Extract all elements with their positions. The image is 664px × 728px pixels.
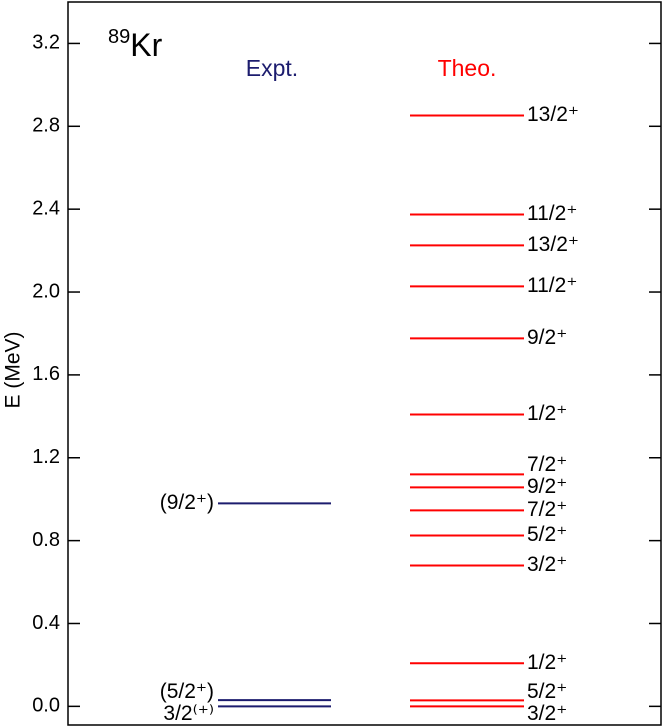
- y-tick-label: 1.2: [32, 446, 60, 468]
- y-tick-label: 2.8: [32, 115, 60, 137]
- legend-label: Theo.: [438, 55, 497, 81]
- y-tick-label: 2.0: [32, 280, 60, 302]
- mass-number: 89: [108, 26, 130, 48]
- level-label: 7/2⁺: [527, 498, 567, 521]
- level-label: 3/2⁺: [527, 702, 567, 725]
- level-label: (9/2⁺): [160, 491, 214, 514]
- level-label: 11/2⁺: [527, 274, 577, 297]
- level-label: 3/2⁽⁺⁾: [163, 702, 214, 725]
- level-label: 7/2⁺: [527, 453, 567, 476]
- y-tick-label: 0.4: [32, 612, 60, 634]
- y-tick-label: 0.0: [32, 695, 60, 717]
- y-tick-label: 0.8: [32, 529, 60, 551]
- level-label: 9/2⁺: [527, 475, 567, 498]
- level-label: 11/2⁺: [527, 202, 577, 225]
- level-label: 13/2⁺: [527, 103, 579, 126]
- level-label: 5/2⁺: [527, 680, 567, 703]
- legend-label: Expt.: [246, 55, 298, 81]
- level-label: 5/2⁺: [527, 523, 567, 546]
- y-tick-label: 3.2: [32, 32, 60, 54]
- level-label: 13/2⁺: [527, 233, 579, 256]
- plot-frame: [67, 1, 662, 726]
- level-label: (5/2⁺): [160, 680, 214, 703]
- y-tick-label: 1.6: [32, 363, 60, 385]
- level-label: 9/2⁺: [527, 326, 567, 349]
- level-label: 3/2⁺: [527, 553, 567, 576]
- level-label: 1/2⁺: [527, 402, 567, 425]
- chart-title: 89Kr: [108, 26, 163, 63]
- y-tick-label: 2.4: [32, 197, 60, 219]
- y-axis-label: E (MeV): [2, 331, 25, 408]
- level-label: 1/2⁺: [527, 651, 567, 674]
- element: Kr: [130, 27, 162, 63]
